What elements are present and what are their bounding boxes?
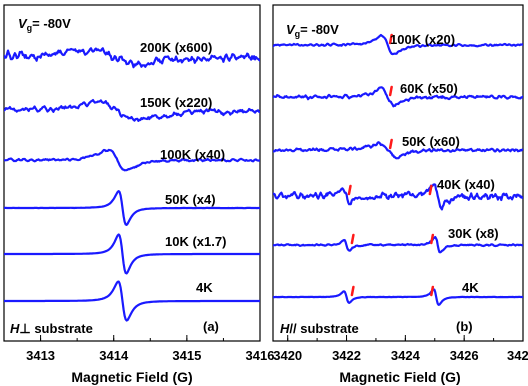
trace-a-label-4: 10K (x1.7) (165, 234, 226, 249)
panel-a-gate-label: Vg= -80V (18, 16, 71, 33)
trace-a-4 (4, 233, 260, 275)
trace-a-3 (4, 190, 260, 226)
panel-b-orientation: H// substrate (280, 321, 359, 336)
tick-label-a-3: 3416 (246, 348, 275, 363)
trace-b-label-4: 30K (x8) (448, 226, 499, 241)
trace-a-label-3: 50K (x4) (165, 192, 216, 207)
resonance-marker (430, 285, 435, 297)
trace-b-2 (273, 141, 523, 160)
trace-a-2 (4, 148, 260, 172)
tick-label-b-2: 3424 (391, 348, 421, 363)
panel-a-xlabel: Magnetic Field (G) (71, 369, 192, 385)
tick-label-a-2: 3415 (172, 348, 201, 363)
tick-label-a-0: 3413 (26, 348, 55, 363)
resonance-marker (430, 233, 435, 245)
trace-b-1 (273, 86, 523, 108)
panel-a-orientation: H⊥ substrate (10, 321, 93, 336)
trace-a-label-0: 200K (x600) (140, 40, 212, 55)
trace-a-label-2: 100K (x40) (160, 147, 225, 162)
trace-b-label-3: 40K (x40) (437, 177, 495, 192)
trace-a-1 (4, 99, 260, 122)
tick-label-a-1: 3414 (99, 348, 129, 363)
panel-a: 200K (x600) 150K (x220) 100K (x40) 50K (x4)… (3, 4, 275, 385)
tick-label-b-4: 3428 (507, 348, 528, 363)
resonance-marker (388, 85, 393, 97)
trace-b-5 (273, 288, 523, 306)
tick-label-b-1: 3422 (332, 348, 361, 363)
trace-a-0 (4, 47, 260, 69)
trace-a-label-1: 150K (x220) (140, 95, 212, 110)
trace-a-label-5: 4K (196, 280, 213, 295)
resonance-marker (350, 285, 355, 297)
panel-a-label: (a) (203, 319, 219, 334)
trace-b-label-2: 50K (x60) (402, 134, 460, 149)
resonance-marker (388, 138, 393, 150)
trace-b-4 (273, 235, 523, 254)
trace-b-label-1: 60K (x50) (400, 81, 458, 96)
trace-b-label-5: 4K (462, 280, 479, 295)
resonance-marker (347, 184, 352, 196)
resonance-marker (428, 184, 433, 196)
resonance-marker (388, 33, 393, 45)
trace-b-label-0: 100K (x20) (390, 32, 455, 47)
resonance-marker (350, 233, 355, 245)
trace-a-5 (4, 280, 260, 322)
trace-b-3 (273, 183, 523, 211)
panel-b-gate-label: Vg= -80V (286, 22, 339, 39)
panel-b-xlabel: Magnetic Field (G) (339, 369, 460, 385)
panel-b-label: (b) (456, 319, 473, 334)
panel-b: 100K (x20) 60K (x50) 50K (x60) 40K (x40) 30K… (272, 4, 528, 385)
panel-b-frame (272, 4, 524, 342)
panel-a-frame (3, 4, 261, 342)
trace-b-0 (273, 33, 523, 56)
tick-label-b-3: 3426 (450, 348, 479, 363)
tick-label-b-0: 3420 (273, 348, 302, 363)
